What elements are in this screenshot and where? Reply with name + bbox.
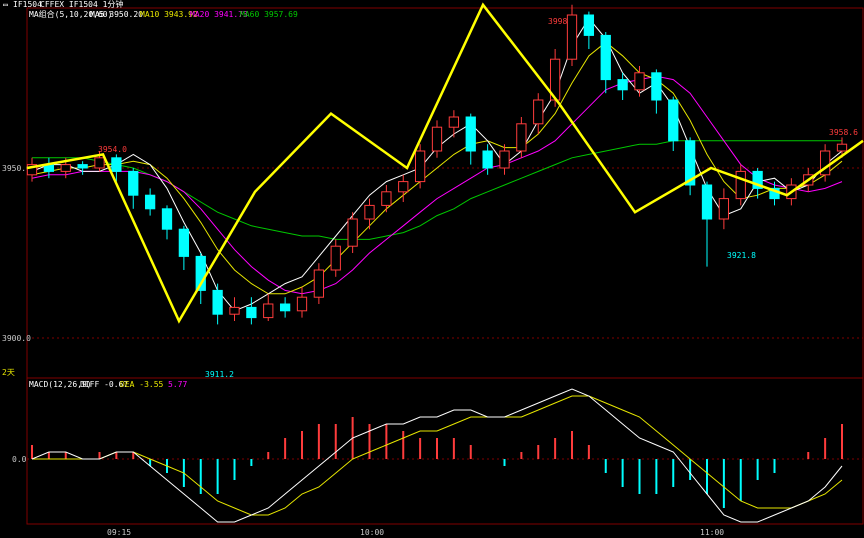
- ma-legend-label: MA组合(5,10,20,60): [29, 9, 112, 19]
- candle-body: [313, 269, 325, 298]
- annotation-high-1: 3954.0: [98, 145, 127, 154]
- candle-body: [26, 164, 38, 176]
- candle-body: [161, 208, 173, 230]
- candle-body: [668, 99, 679, 142]
- time-tick-1000: 10:00: [360, 528, 384, 537]
- candle-body: [819, 150, 831, 176]
- symbol-detail: CFFEX IF1504 1分钟: [40, 0, 123, 9]
- time-tick-1100: 11:00: [700, 528, 724, 537]
- candle-body: [533, 99, 544, 125]
- macd-legend-diff: DIFF -0.67: [80, 380, 128, 389]
- candle-body: [752, 170, 763, 189]
- candle-body: [448, 116, 460, 128]
- candle-body: [735, 170, 746, 200]
- candle-body: [279, 303, 291, 312]
- candle-body: [684, 140, 696, 186]
- ma5-legend: MA5 3950.20: [90, 10, 143, 19]
- price-tick-lower: 3900.0: [2, 334, 31, 343]
- candle-body: [482, 150, 493, 169]
- candle-body: [718, 198, 730, 220]
- candle-body: [111, 157, 122, 172]
- candle-body: [465, 116, 476, 152]
- candle-body: [178, 228, 190, 257]
- candle-body: [195, 255, 206, 291]
- diff-line: [31, 388, 843, 523]
- dea-line: [32, 395, 843, 516]
- candle-body: [263, 303, 274, 319]
- candle-body: [583, 14, 595, 36]
- candle-body: [144, 194, 156, 210]
- candle-body: [701, 184, 713, 220]
- candle-body: [600, 34, 611, 81]
- day-marker: 2天: [2, 368, 15, 377]
- candle-body: [94, 157, 105, 169]
- ma20-legend: MA20 3941.73: [190, 10, 248, 19]
- macd-legend-dea: DEA -3.55: [120, 380, 164, 389]
- ma10-legend: MA10 3943.92: [140, 10, 198, 19]
- price-tick-upper: 3950.0: [2, 164, 31, 173]
- zigzag-trend-line: [26, 2, 864, 324]
- candle-body: [296, 296, 308, 312]
- macd-series-layer: [31, 388, 843, 523]
- candle-body: [398, 181, 409, 193]
- candle-body: [431, 126, 443, 152]
- candle-body: [516, 123, 527, 152]
- ma60-legend: MA60 3957.69: [240, 10, 298, 19]
- candle-body: [77, 164, 88, 169]
- candle-body: [347, 218, 358, 247]
- candle-body: [414, 150, 426, 183]
- annotation-high-2: 3998.0: [548, 17, 577, 26]
- ma10-line: [31, 41, 843, 295]
- candle-body: [566, 14, 578, 60]
- candle-body: [836, 143, 848, 152]
- candle-body: [212, 289, 223, 315]
- annotation-low-1: 3911.2: [205, 370, 234, 379]
- macd-panel-frame: [26, 377, 864, 525]
- candle-body: [128, 170, 139, 196]
- candle-body: [499, 150, 510, 169]
- candle-body: [651, 72, 662, 101]
- macd-tick-zero: 0.0: [12, 455, 27, 464]
- chart-icon[interactable]: ▭: [3, 0, 8, 9]
- candle-body: [229, 306, 240, 315]
- macd-legend-label: MACD(12,26,9): [29, 380, 92, 389]
- ma20-line: [31, 75, 843, 295]
- symbol-label: IF1504: [13, 0, 42, 9]
- candle-body: [364, 204, 375, 220]
- candle-body: [246, 306, 257, 319]
- annotation-low-2: 3921.8: [727, 251, 756, 260]
- macd-legend-macd: 5.77: [168, 380, 187, 389]
- candle-body: [330, 245, 341, 271]
- annotation-last: 3958.6: [829, 128, 858, 137]
- candle-body: [634, 72, 645, 91]
- candle-body: [617, 79, 628, 91]
- candle-body: [381, 191, 392, 206]
- time-tick-0915: 09:15: [107, 528, 131, 537]
- candle-body: [60, 164, 71, 172]
- price-series-layer: [26, 2, 864, 325]
